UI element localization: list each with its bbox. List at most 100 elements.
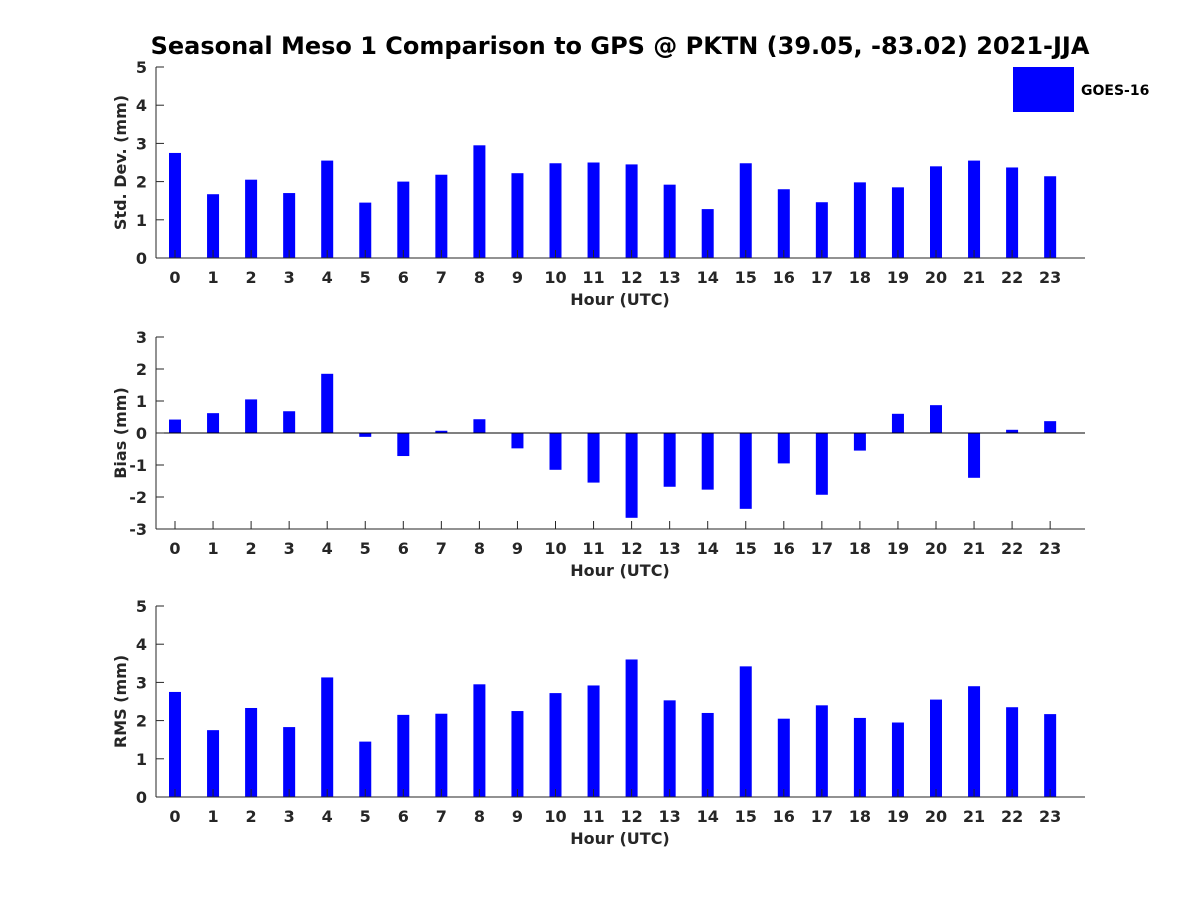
x-tick-label: 10	[544, 539, 566, 558]
y-axis-label: Std. Dev. (mm)	[111, 95, 130, 230]
x-tick-label: 18	[849, 539, 871, 558]
bar-6	[397, 714, 410, 797]
bar-5	[359, 433, 372, 437]
bar-20	[930, 166, 942, 258]
x-tick-label: 5	[360, 807, 371, 826]
x-tick-label: 22	[1001, 807, 1023, 826]
bar-9	[511, 711, 524, 797]
bar-8	[473, 684, 486, 797]
bar-10	[549, 433, 562, 470]
y-tick-label: 0	[136, 249, 147, 268]
bar-16	[777, 433, 790, 464]
bar-15	[739, 666, 752, 797]
x-tick-label: 18	[849, 807, 871, 826]
bar-11	[587, 433, 600, 483]
x-tick-label: 8	[474, 268, 485, 287]
x-tick-label: 17	[811, 268, 833, 287]
bar-14	[701, 209, 714, 258]
bar-5	[359, 741, 372, 797]
bar-4	[321, 677, 334, 797]
legend-label: GOES-16	[1081, 83, 1149, 99]
bar-1	[207, 194, 220, 258]
bar-11	[587, 685, 600, 797]
bar-13	[663, 700, 676, 797]
x-axis-label: Hour (UTC)	[570, 829, 670, 848]
bar-5	[359, 202, 372, 258]
x-tick-label: 7	[436, 539, 447, 558]
y-tick-label: 0	[136, 788, 147, 807]
x-tick-label: 20	[925, 539, 947, 558]
bar-9	[511, 173, 524, 258]
bar-7	[435, 174, 448, 258]
bar-12	[625, 659, 638, 797]
x-tick-label: 10	[544, 268, 566, 287]
y-tick-label: 3	[136, 673, 147, 692]
y-tick-label: -1	[129, 456, 147, 475]
bar-18	[853, 182, 866, 258]
x-tick-label: 20	[925, 807, 947, 826]
bar-1	[207, 730, 220, 797]
x-tick-label: 14	[697, 539, 719, 558]
bar-22	[1006, 707, 1019, 797]
x-tick-label: 13	[659, 539, 681, 558]
y-tick-label: -3	[129, 520, 147, 539]
bar-8	[473, 419, 486, 433]
bar-17	[815, 202, 828, 258]
x-tick-label: 11	[582, 268, 604, 287]
y-tick-label: 1	[136, 211, 147, 230]
bar-0	[169, 152, 181, 258]
x-tick-label: 23	[1039, 539, 1061, 558]
bar-23	[1044, 176, 1057, 258]
bar-21	[968, 686, 981, 797]
x-tick-label: 4	[322, 807, 333, 826]
bar-21	[968, 433, 981, 478]
bar-13	[663, 184, 676, 258]
bar-18	[853, 717, 866, 797]
x-tick-label: 16	[773, 268, 795, 287]
y-tick-label: 2	[136, 173, 147, 192]
bar-2	[245, 399, 258, 433]
bar-20	[930, 699, 942, 797]
x-tick-label: 8	[474, 807, 485, 826]
bar-2	[245, 179, 258, 258]
y-tick-label: 0	[136, 424, 147, 443]
x-tick-label: 13	[659, 268, 681, 287]
x-tick-label: 22	[1001, 539, 1023, 558]
x-tick-label: 11	[582, 539, 604, 558]
bar-4	[321, 160, 334, 258]
bar-16	[777, 189, 790, 258]
x-axis-label: Hour (UTC)	[570, 290, 670, 309]
y-axis-label: Bias (mm)	[111, 387, 130, 479]
x-tick-label: 16	[773, 539, 795, 558]
x-tick-label: 21	[963, 539, 985, 558]
x-tick-label: 15	[735, 807, 757, 826]
x-tick-label: 4	[322, 268, 333, 287]
y-tick-label: -2	[129, 488, 147, 507]
bar-10	[549, 693, 562, 797]
bar-20	[930, 405, 942, 433]
bar-22	[1006, 429, 1019, 433]
bar-6	[397, 181, 410, 258]
x-tick-label: 0	[169, 268, 180, 287]
y-tick-label: 3	[136, 134, 147, 153]
x-tick-label: 6	[398, 807, 409, 826]
x-tick-label: 19	[887, 268, 909, 287]
legend: GOES-16	[1013, 67, 1149, 112]
x-tick-label: 3	[284, 807, 295, 826]
x-tick-label: 12	[620, 268, 642, 287]
bar-12	[625, 164, 638, 258]
bar-9	[511, 433, 524, 449]
y-tick-label: 3	[136, 328, 147, 347]
x-tick-label: 2	[246, 268, 257, 287]
bar-7	[435, 713, 448, 797]
bar-8	[473, 145, 486, 258]
x-tick-label: 14	[697, 268, 719, 287]
x-tick-label: 0	[169, 807, 180, 826]
bar-15	[739, 433, 752, 509]
x-tick-label: 15	[735, 539, 757, 558]
bar-4	[321, 373, 334, 433]
x-tick-label: 2	[246, 807, 257, 826]
